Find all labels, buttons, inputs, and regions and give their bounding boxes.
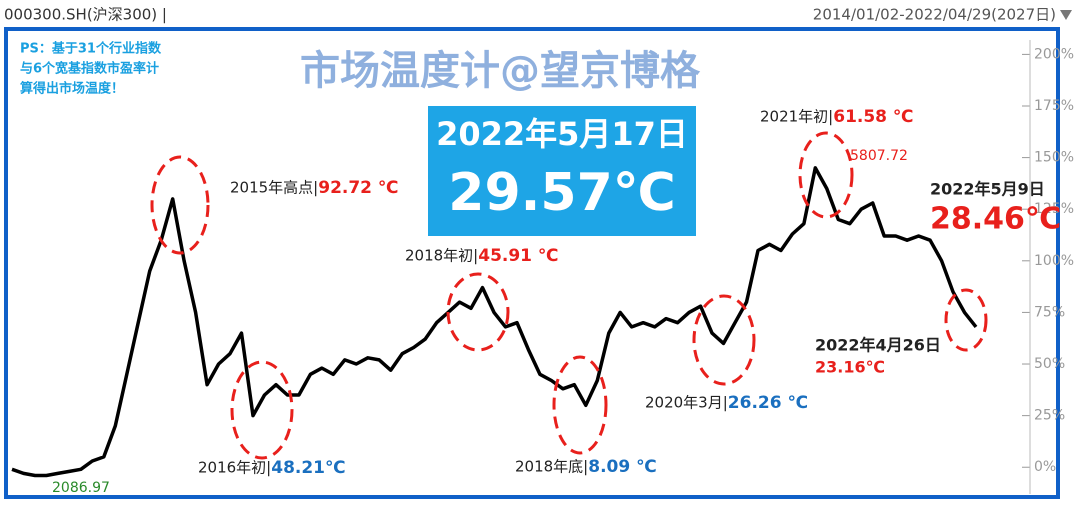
y-tick-label: 0%: [1034, 459, 1056, 475]
annotation-temp: 8.09 ℃: [588, 457, 656, 477]
y-tick-label: 150%: [1034, 150, 1074, 166]
highlight-ellipse: [692, 294, 756, 386]
annotation-temp: 26.26 ℃: [728, 393, 808, 413]
max-label: 5807.72: [850, 148, 908, 164]
highlight-ellipse: [798, 131, 854, 219]
highlight-temp: 29.57℃: [448, 163, 675, 223]
y-tick-label: 25%: [1034, 408, 1065, 424]
highlight-ellipse: [446, 272, 510, 352]
y-tick-label: 200%: [1034, 46, 1074, 62]
note: 算得出市场温度！: [20, 81, 124, 97]
y-tick-label: 175%: [1034, 98, 1074, 114]
note: PS：基于31个行业指数: [20, 41, 162, 57]
y-tick-label: 100%: [1034, 253, 1074, 269]
symbol: 000300.SH(沪深300) |: [4, 6, 167, 24]
annotation-label: 2018年初|: [405, 247, 478, 265]
highlight-ellipse: [150, 155, 210, 255]
frame: [4, 27, 1060, 499]
y-tick-label: 50%: [1034, 356, 1065, 372]
annotation-label: 2018年底|: [515, 458, 588, 476]
highlight-ellipse: [944, 288, 988, 352]
dropdown-arrow[interactable]: [1060, 10, 1072, 20]
annotation-label: 2015年高点|: [230, 179, 318, 197]
annotation-temp: 61.58 ℃: [833, 107, 913, 127]
annotation-label: 2016年初|: [198, 459, 271, 477]
chart-title: 市场温度计@望京博格: [300, 48, 701, 94]
highlight-ellipse: [230, 360, 294, 460]
annotation-temp: 23.16℃: [815, 358, 885, 377]
annotation-label: 2022年5月9日: [930, 180, 1045, 199]
annotation-temp: 48.21℃: [271, 458, 345, 478]
y-tick-label: 75%: [1034, 304, 1065, 320]
annotation-temp: 28.46℃: [930, 202, 1061, 237]
y-tick-label: 125%: [1034, 201, 1074, 217]
note: 与6个宽基指数市盈率计: [20, 61, 159, 77]
annotation-label: 2022年4月26日: [815, 336, 941, 355]
annotation-label: 2021年初|: [760, 108, 833, 126]
highlight-box: [428, 106, 696, 236]
annotation-temp: 45.91 ℃: [478, 246, 558, 266]
annotation-label: 2020年3月|: [645, 394, 728, 412]
highlight-ellipse: [552, 355, 608, 455]
annotation-temp: 92.72 ℃: [318, 178, 398, 198]
date-range: 2014/01/02-2022/04/29(2027日): [813, 6, 1056, 24]
price-line: [11, 166, 978, 478]
min-label: 2086.97: [52, 480, 110, 496]
highlight-date: 2022年5月17日: [436, 115, 688, 153]
